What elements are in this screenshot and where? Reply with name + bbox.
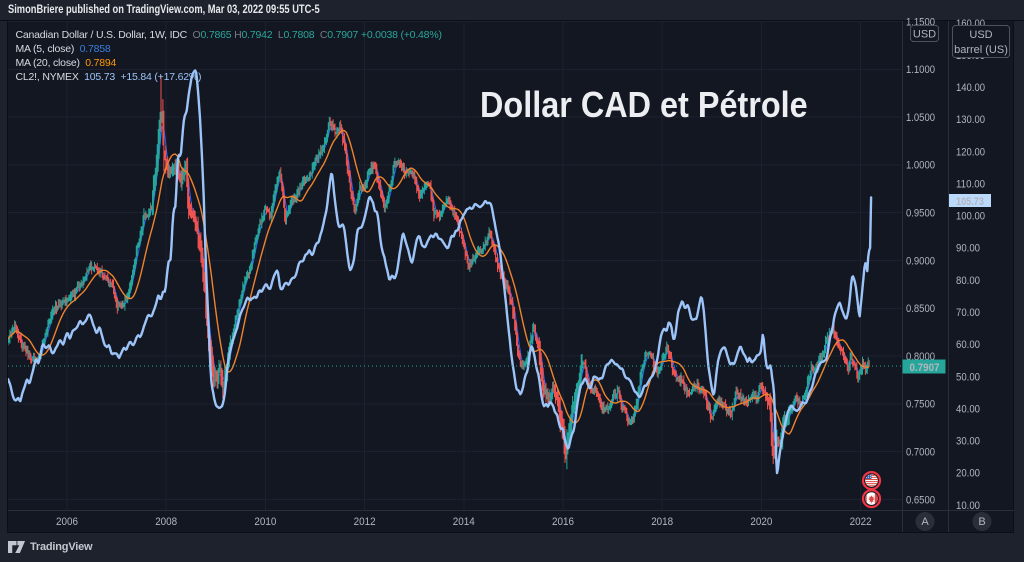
svg-text:2020: 2020 (750, 516, 772, 528)
svg-text:50.00: 50.00 (956, 371, 980, 383)
svg-text:2008: 2008 (155, 516, 177, 528)
svg-text:2012: 2012 (354, 516, 376, 528)
svg-text:90.00: 90.00 (956, 243, 980, 255)
svg-text:120.00: 120.00 (956, 146, 985, 158)
svg-text:30.00: 30.00 (956, 436, 980, 448)
svg-text:B: B (978, 516, 985, 528)
svg-text:2014: 2014 (453, 516, 475, 528)
svg-text:60.00: 60.00 (956, 339, 980, 351)
svg-text:2018: 2018 (651, 516, 673, 528)
svg-text:0.9000: 0.9000 (906, 255, 935, 267)
svg-text:barrel (US): barrel (US) (954, 44, 1008, 56)
svg-text:100.00: 100.00 (956, 211, 985, 223)
svg-text:A: A (921, 516, 929, 528)
svg-text:40.00: 40.00 (956, 403, 980, 415)
svg-text:20.00: 20.00 (956, 468, 980, 480)
svg-text:10.00: 10.00 (956, 500, 980, 512)
svg-text:0.7500: 0.7500 (906, 399, 935, 411)
svg-text:2010: 2010 (254, 516, 276, 528)
svg-text:USD: USD (969, 29, 992, 41)
svg-text:0.7907: 0.7907 (910, 362, 940, 374)
svg-text:70.00: 70.00 (956, 307, 980, 319)
svg-text:1.0500: 1.0500 (906, 112, 935, 124)
svg-text:105.73: 105.73 (956, 196, 984, 208)
svg-text:1.1000: 1.1000 (906, 64, 935, 76)
svg-text:USD: USD (913, 29, 936, 41)
svg-text:130.00: 130.00 (956, 114, 985, 126)
svg-text:140.00: 140.00 (956, 82, 985, 94)
svg-text:1.0000: 1.0000 (906, 160, 935, 172)
svg-text:0.7000: 0.7000 (906, 447, 935, 459)
svg-text:2006: 2006 (56, 516, 78, 528)
svg-text:2022: 2022 (850, 516, 872, 528)
svg-text:0.9500: 0.9500 (906, 208, 935, 220)
svg-text:2016: 2016 (552, 516, 574, 528)
svg-text:110.00: 110.00 (956, 179, 985, 191)
svg-text:0.8500: 0.8500 (906, 303, 935, 315)
svg-text:0.6500: 0.6500 (906, 494, 935, 506)
svg-text:80.00: 80.00 (956, 275, 980, 287)
